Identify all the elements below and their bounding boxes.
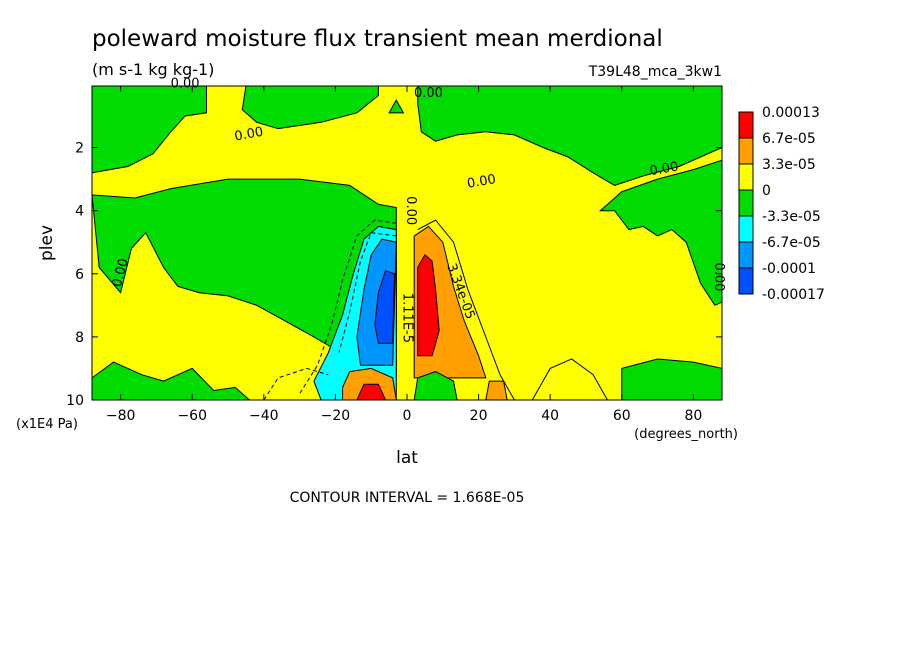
legend-swatch bbox=[738, 137, 754, 165]
legend-label: -6.7e-05 bbox=[762, 235, 821, 251]
contour-label: 0.00 bbox=[403, 196, 418, 225]
legend-swatch bbox=[738, 267, 754, 295]
band-red-north bbox=[417, 254, 440, 357]
legend-swatch bbox=[738, 241, 754, 269]
legend-label: 6.7e-05 bbox=[762, 131, 816, 147]
x-unit-label: (degrees_north) bbox=[634, 427, 738, 442]
band-green-upper-mid bbox=[241, 85, 379, 130]
legend-label: 0.00013 bbox=[762, 105, 820, 121]
contour-label: 0.00 bbox=[711, 262, 726, 291]
x-tick-label: 60 bbox=[613, 408, 631, 424]
plot-area: 0.000.000.000.000.000.000.000.003.34e-05… bbox=[66, 77, 726, 424]
contour-label: 0.00 bbox=[649, 159, 680, 179]
contour-label: 0.00 bbox=[171, 77, 200, 92]
x-tick-label: −20 bbox=[321, 408, 351, 424]
legend-swatch bbox=[738, 111, 754, 139]
chart-title: poleward moisture flux transient mean me… bbox=[92, 26, 663, 52]
y-axis-label: plev bbox=[37, 225, 57, 261]
band-green-upper-right bbox=[417, 85, 723, 186]
x-tick-label: 80 bbox=[684, 408, 702, 424]
legend-swatch bbox=[738, 163, 754, 191]
negative-contour-line bbox=[299, 219, 397, 394]
run-label: T39L48_mca_3kw1 bbox=[588, 64, 722, 80]
legend-label: -0.0001 bbox=[762, 261, 816, 277]
x-tick-label: −60 bbox=[177, 408, 207, 424]
band-green-left-tongue bbox=[91, 178, 397, 382]
y-tick-label: 4 bbox=[75, 204, 84, 220]
x-tick-label: 40 bbox=[541, 408, 559, 424]
colorbar-legend: 0.00013 6.7e-05 3.3e-05 0 -3.3e-05 -6.7e-05 -0… bbox=[738, 105, 825, 303]
contour-interval-note: CONTOUR INTERVAL = 1.668E-05 bbox=[290, 490, 525, 506]
contour-label: 0.00 bbox=[466, 172, 497, 192]
band-green-bottom-right bbox=[621, 358, 723, 401]
legend-label: -0.00017 bbox=[762, 287, 825, 303]
x-tick-label: 20 bbox=[470, 408, 488, 424]
chart-subtitle: (m s-1 kg kg-1) bbox=[92, 60, 214, 79]
y-tick-label: 2 bbox=[75, 141, 84, 157]
y-tick-label: 8 bbox=[75, 330, 84, 346]
legend-label: 0 bbox=[762, 183, 771, 199]
band-orange-north-surface bbox=[485, 380, 508, 401]
contour-label: 0.00 bbox=[233, 125, 264, 145]
legend-label: -3.3e-05 bbox=[762, 209, 821, 225]
positive-contour-line bbox=[531, 358, 608, 401]
legend-swatch bbox=[738, 215, 754, 243]
y-unit-label: (x1E4 Pa) bbox=[16, 417, 78, 432]
x-tick-label: −80 bbox=[106, 408, 136, 424]
contour-label: 1.11E-5 bbox=[399, 293, 414, 343]
band-green-top-triangle bbox=[388, 99, 405, 114]
y-tick-label: 6 bbox=[75, 267, 84, 283]
legend-swatch bbox=[738, 189, 754, 217]
legend-label: 3.3e-05 bbox=[762, 157, 816, 173]
contour-label: 0.00 bbox=[110, 257, 132, 289]
band-green-upper-left bbox=[91, 85, 207, 174]
x-axis-label: lat bbox=[396, 448, 418, 468]
y-tick-label: 10 bbox=[66, 393, 84, 409]
x-tick-label: −40 bbox=[249, 408, 279, 424]
band-blue-south bbox=[374, 269, 396, 344]
contour-label: 0.00 bbox=[414, 86, 443, 101]
positive-contour-line bbox=[417, 219, 515, 401]
negative-contour-line bbox=[338, 232, 397, 353]
band-green-right-edge bbox=[598, 159, 723, 306]
x-tick-label: 0 bbox=[403, 408, 412, 424]
